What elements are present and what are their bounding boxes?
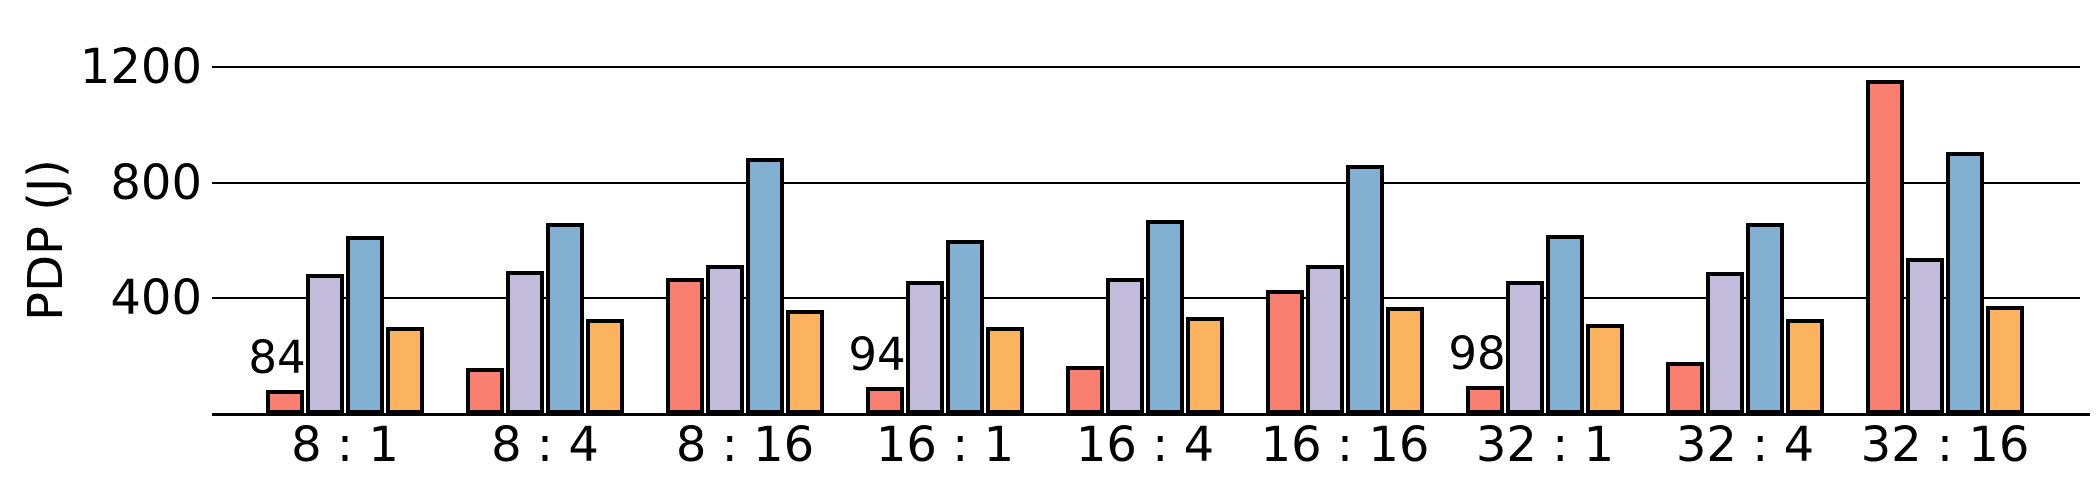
bar-blue [1146, 220, 1184, 414]
y-tick-label: 400 [110, 270, 202, 327]
bar-orange [1586, 324, 1624, 414]
bar-orange [1386, 306, 1424, 414]
bar-blue [746, 158, 784, 414]
bar-red [1466, 385, 1504, 414]
bar-lavender [306, 273, 344, 414]
x-axis-line [212, 413, 2090, 416]
y-axis-title: PDP (J) [18, 159, 74, 321]
bar-lavender [906, 280, 944, 414]
bar-lavender [1106, 278, 1144, 414]
x-tick-label: 16 : 4 [1075, 417, 1215, 473]
bar-red [1066, 366, 1104, 414]
bar-blue [546, 223, 584, 414]
bar-value-annotation: 94 [848, 327, 906, 381]
bar-lavender [706, 265, 744, 414]
x-tick-label: 32 : 4 [1675, 417, 1815, 473]
x-tick-label: 8 : 4 [491, 417, 599, 473]
bar-blue [1946, 152, 1984, 414]
y-tick-label: 1200 [79, 38, 202, 95]
bar-value-annotation: 98 [1448, 326, 1506, 380]
x-tick-label: 32 : 16 [1860, 417, 2030, 473]
bar-orange [1786, 318, 1824, 414]
bar-lavender [1906, 257, 1944, 414]
bar-red [1266, 289, 1304, 414]
bar-lavender [1706, 272, 1744, 414]
gridline [212, 181, 2080, 184]
x-tick-label: 16 : 16 [1260, 417, 1430, 473]
bar-lavender [1506, 280, 1544, 414]
gridline [212, 65, 2080, 68]
bar-orange [986, 327, 1024, 414]
bar-red [466, 367, 504, 414]
bar-orange [786, 309, 824, 414]
bar-orange [1186, 317, 1224, 414]
bar-red [1666, 361, 1704, 414]
bar-lavender [1306, 265, 1344, 414]
bar-lavender [506, 270, 544, 414]
bar-red [1866, 79, 1904, 414]
y-tick-label: 800 [110, 154, 202, 211]
bar-red [266, 389, 304, 414]
x-tick-label: 8 : 16 [675, 417, 815, 473]
bar-blue [946, 240, 984, 414]
bar-orange [586, 318, 624, 414]
bar-blue [1346, 165, 1384, 414]
x-tick-label: 32 : 1 [1475, 417, 1615, 473]
x-tick-label: 16 : 1 [875, 417, 1015, 473]
bar-blue [346, 236, 384, 414]
bar-blue [1746, 223, 1784, 414]
bar-red [666, 278, 704, 414]
bar-blue [1546, 234, 1584, 414]
bar-value-annotation: 84 [248, 330, 306, 384]
x-tick-label: 8 : 1 [291, 417, 399, 473]
bar-red [866, 386, 904, 414]
bar-orange [1986, 305, 2024, 414]
bar-orange [386, 327, 424, 414]
